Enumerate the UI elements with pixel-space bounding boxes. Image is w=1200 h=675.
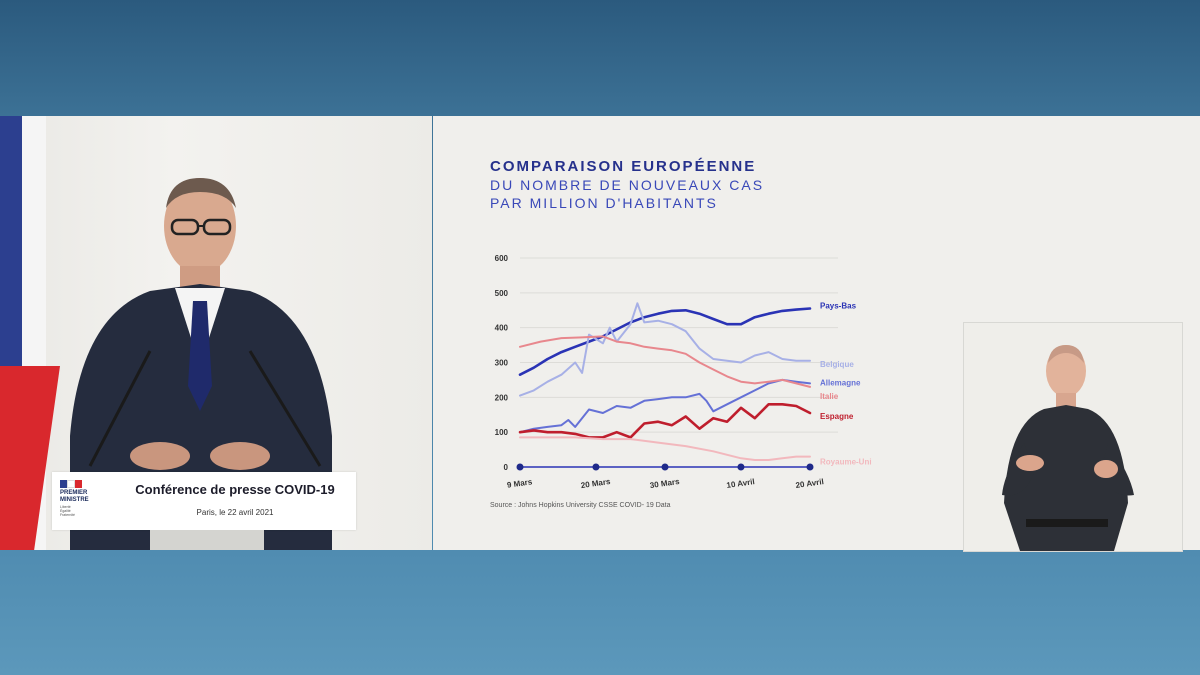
series-line [518,307,812,377]
y-tick-label: 0 [504,463,509,472]
series-label: Allemagne [820,378,861,387]
press-conference-date: Paris, le 22 avril 2021 [196,508,274,517]
chart-title-line3: PAR MILLION D'HABITANTS [490,195,718,211]
lectern-banner: PREMIER MINISTRE Liberté Égalité Fratern… [52,472,356,530]
lectern-base [150,530,264,550]
y-tick-label: 600 [495,254,509,263]
series-line [519,378,811,434]
broadcast-frame: PREMIER MINISTRE Liberté Égalité Fratern… [0,116,1200,552]
chart-title-line1: COMPARAISON EUROPÉENNE [490,158,757,175]
logo-line1: PREMIER [60,490,88,496]
x-tick-label: 10 Avril [726,477,755,490]
logo-motto3: Fraternité [60,513,75,517]
chart-title: COMPARAISON EUROPÉENNE DU NOMBRE DE NOUV… [490,158,764,211]
series-label: Belgique [820,360,854,369]
press-conference-title: Conférence de presse COVID-19 [135,482,335,497]
series-line [519,436,811,461]
x-tick-marker [806,463,814,471]
chart-title-line2: DU NOMBRE DE NOUVEAUX CAS [490,177,765,193]
premier-ministre-logo: PREMIER MINISTRE Liberté Égalité Fratern… [60,480,112,517]
y-tick-label: 100 [495,428,509,437]
series-label: Italie [820,392,839,401]
chart-source: Source : Johns Hopkins University CSSE C… [490,502,671,509]
sign-language-interpreter-box [963,322,1183,552]
x-tick-label: 20 Mars [580,477,611,490]
interpreter-figure [1002,345,1134,551]
line-chart: 0 100 200 300 400 500 600 9 Mars 20 Mars 30 Mars 1… [495,254,872,490]
x-tick-marker [661,463,669,471]
series-line [518,402,812,439]
y-tick-label: 200 [495,393,509,402]
logo-motto1: Liberté [60,505,71,509]
x-tick-marker [592,463,600,471]
y-tick-label: 400 [495,324,509,333]
logo-flag-icon [60,480,83,488]
series-label: Pays-Bas [820,302,857,311]
x-tick-label: 9 Mars [506,477,533,490]
y-tick-label: 300 [495,359,509,368]
x-tick-marker [737,463,745,471]
logo-line2: MINISTRE [60,496,89,503]
y-tick-label: 500 [495,289,509,298]
x-tick-label: 30 Mars [649,477,680,490]
logo-motto2: Égalité [60,509,71,513]
x-tick-marker [516,463,524,471]
series-line [519,335,811,388]
speaker-panel: PREMIER MINISTRE Liberté Égalité Fratern… [0,116,432,550]
series-line [519,302,811,397]
x-tick-label: 20 Avril [795,477,824,490]
series-label: Royaume-Uni [820,458,872,467]
series-label: Espagne [820,412,854,421]
